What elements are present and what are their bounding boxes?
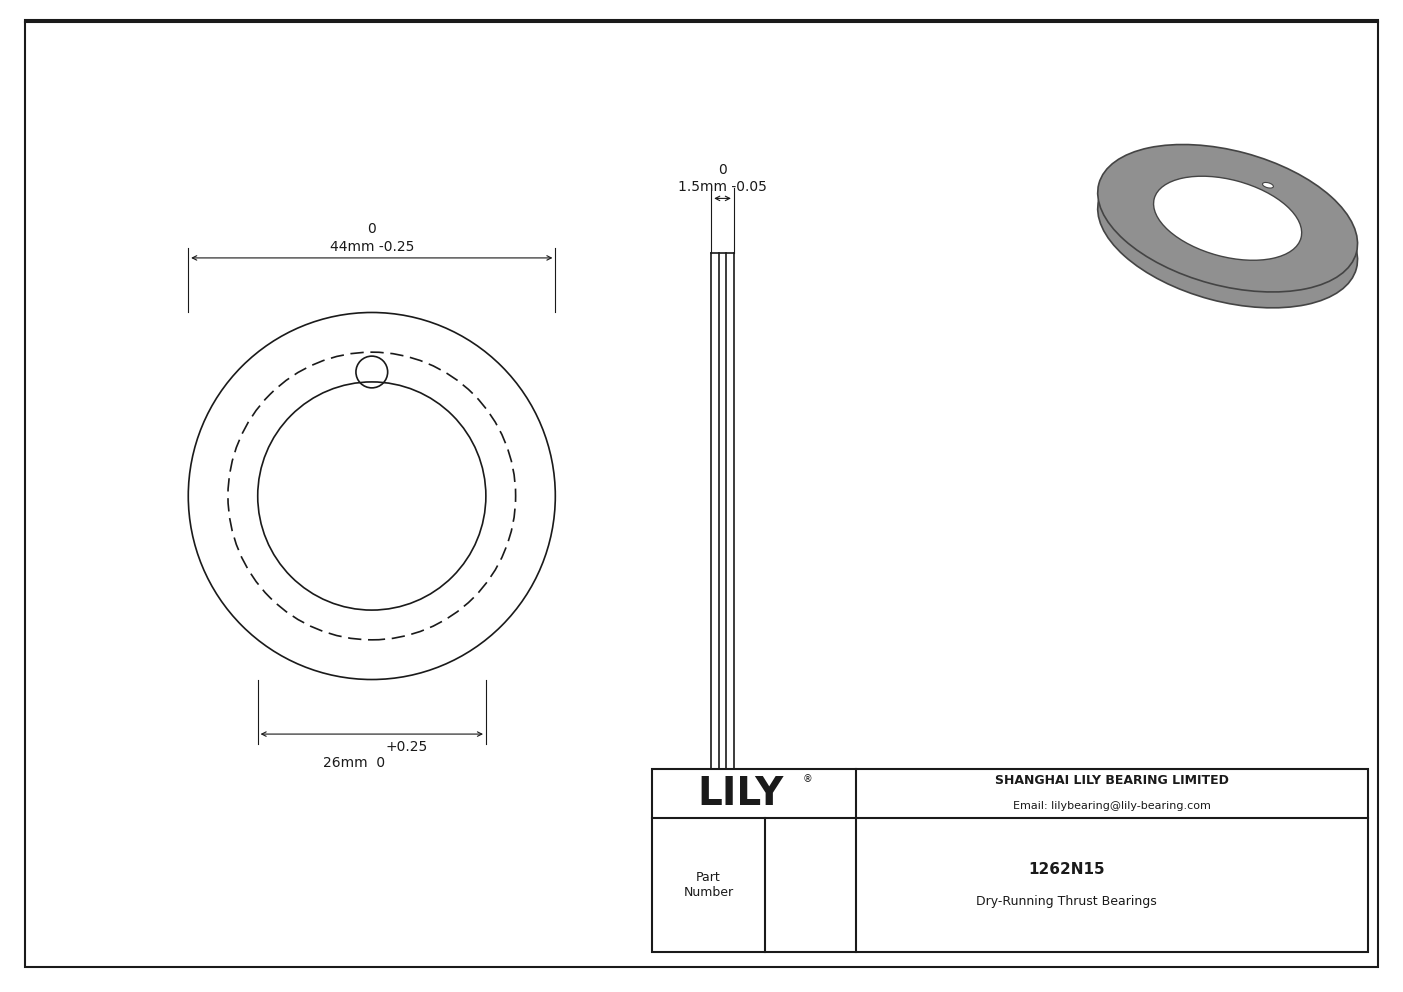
Text: LILY: LILY: [697, 775, 783, 812]
Text: 44mm -0.25: 44mm -0.25: [330, 240, 414, 254]
Text: 0: 0: [368, 222, 376, 236]
Text: Email: lilybearing@lily-bearing.com: Email: lilybearing@lily-bearing.com: [1013, 802, 1211, 811]
Text: ®: ®: [803, 774, 812, 784]
Text: 1.5mm -0.05: 1.5mm -0.05: [678, 181, 767, 194]
Bar: [652, 769, 1368, 952]
Ellipse shape: [1097, 161, 1358, 308]
Text: Dry-Running Thrust Bearings: Dry-Running Thrust Bearings: [976, 895, 1156, 908]
Text: Part
Number: Part Number: [683, 871, 734, 900]
Ellipse shape: [1153, 177, 1302, 260]
Text: +0.25: +0.25: [386, 740, 428, 754]
Text: 1262N15: 1262N15: [1028, 862, 1104, 877]
Ellipse shape: [1097, 145, 1358, 292]
Ellipse shape: [1153, 192, 1302, 276]
Text: 0: 0: [718, 163, 727, 177]
Text: SHANGHAI LILY BEARING LIMITED: SHANGHAI LILY BEARING LIMITED: [995, 774, 1229, 788]
Ellipse shape: [1263, 183, 1274, 188]
Text: 26mm  0: 26mm 0: [323, 756, 384, 770]
